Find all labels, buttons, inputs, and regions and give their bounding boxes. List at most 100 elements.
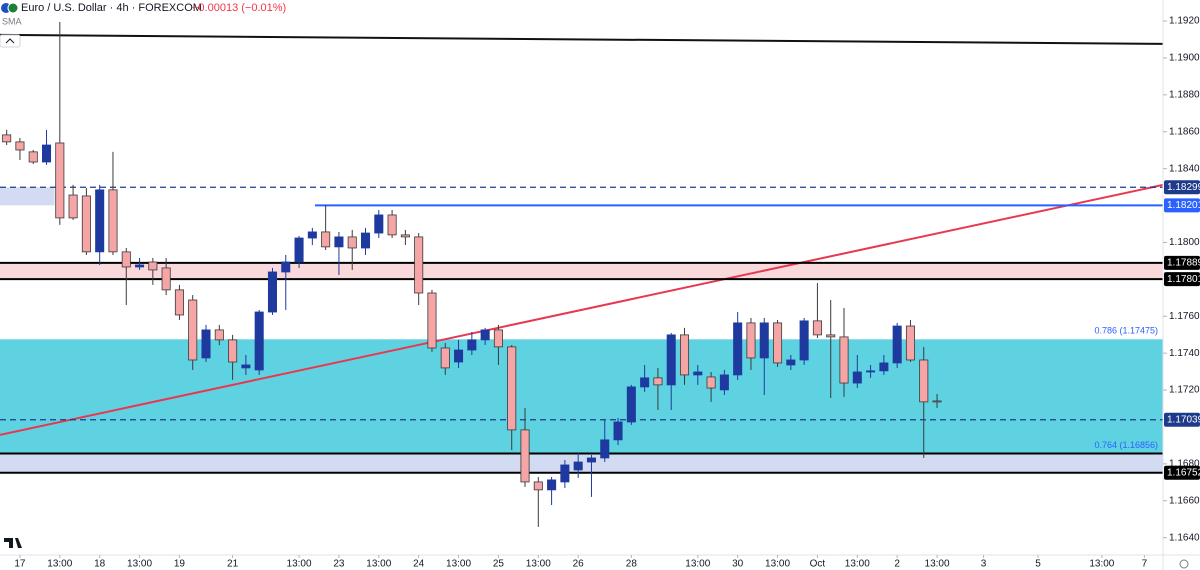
candle-body [108,189,118,253]
x-tick-label: 25 [493,559,505,570]
candle-body [507,346,517,431]
candle-body [321,231,331,248]
price-label-bg [1164,465,1200,480]
y-tick-label: 1.19200 [1169,16,1200,27]
zone [0,187,55,206]
settings-icon[interactable] [1179,559,1189,569]
candle-body [560,464,570,483]
candle-body [666,334,676,386]
price-label-bg [1164,272,1200,287]
candle-body [55,142,65,219]
candle-body [640,377,650,388]
candle-body [68,194,78,219]
candle-body [626,386,636,423]
candle-body [852,371,862,384]
candle-body [214,329,224,341]
price-change: −0.00013 (−0.01%) [192,2,286,14]
candle-body [28,151,38,163]
x-tick-label: 24 [413,559,425,570]
y-tick-label: 1.18400 [1169,163,1200,174]
candle-body [174,289,184,316]
x-tick-label: 13:00 [526,559,551,570]
candle-body [733,322,743,376]
trend-line [0,33,1164,45]
candle-body [201,329,211,359]
candle-body [706,376,716,389]
tv-logo[interactable] [4,538,22,548]
candle-body [905,325,915,361]
candle-body [879,362,889,372]
candle-body [493,329,503,348]
candle-body [334,236,344,248]
candle-body [600,439,610,459]
price-label: 1.17801 [1167,274,1200,285]
candle-body [812,320,822,336]
x-tick-label: 7 [1142,559,1148,570]
trend-line [0,183,1164,436]
candle-body [719,374,729,391]
candle-body [161,267,171,291]
candle-body [427,292,437,349]
x-tick-label: 13:00 [127,559,152,570]
y-tick-label: 1.18000 [1169,237,1200,248]
candle-body [826,334,836,338]
x-tick-label: 13:00 [47,559,72,570]
x-tick-label: 13:00 [366,559,391,570]
candle-body [387,214,397,236]
candle-body [520,429,530,483]
candle-body [839,336,849,384]
x-tick-label: 23 [333,559,345,570]
candle-body [653,377,663,386]
price-label-bg [1164,180,1200,195]
price-label: 1.17889 [1167,258,1200,269]
price-label-bg [1164,198,1200,213]
x-tick-label: 21 [227,559,239,570]
candle-body [547,479,557,491]
x-tick-label: 13:00 [446,559,471,570]
price-label-bg [1164,255,1200,270]
x-tick-label: 13:00 [1089,559,1114,570]
zone [0,262,1163,280]
candle-body [892,325,902,364]
y-tick-label: 1.17600 [1169,311,1200,322]
candle-body [932,400,942,403]
candle-body [400,234,410,238]
fib-label: 0.786 (1.17475) [1094,326,1158,336]
candle-body [480,329,490,341]
indicator-label[interactable]: SMA [2,16,22,26]
x-tick-label: 19 [174,559,186,570]
candle-body [759,322,769,359]
x-tick-label: 2 [894,559,900,570]
candle-body [679,334,690,376]
y-tick-label: 1.16400 [1169,532,1200,543]
plot-background [0,187,1163,473]
y-tick-label: 1.17200 [1169,385,1200,396]
y-tick-label: 1.18600 [1169,126,1200,137]
x-tick-label: 5 [1035,559,1041,570]
candle-body [121,251,131,268]
candle-body [228,339,238,363]
candle-body [693,371,703,376]
candle-body [148,261,158,271]
candle-body [188,299,198,361]
candle-body [41,144,52,163]
x-tick-label: 3 [981,559,987,570]
candle-body [613,421,623,441]
collapse-button[interactable] [0,34,21,48]
collapse-icon [5,38,15,44]
x-tick-label: 28 [626,559,638,570]
candle-body [746,322,756,359]
x-tick-label: 18 [94,559,106,570]
candle-body [294,237,304,263]
candle-body [15,141,25,151]
candle-body [467,339,477,351]
candle-body [360,232,371,249]
candle-body [786,359,796,366]
candle-body [454,349,464,363]
price-label-bg [1164,412,1200,427]
fib-label: 0.764 (1.16856) [1094,440,1158,450]
x-tick-label: 30 [732,559,744,570]
candle-body [799,320,809,361]
